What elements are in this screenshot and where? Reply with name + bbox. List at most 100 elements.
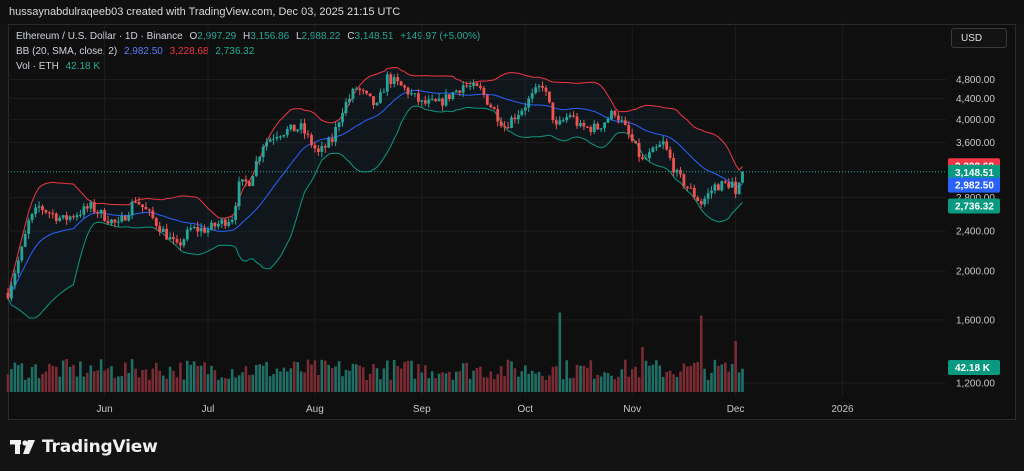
x-tick-label: 2026 (831, 404, 854, 415)
candle-body (527, 98, 531, 108)
volume-bar (179, 362, 182, 392)
volume-bar (699, 315, 703, 392)
volume-bar (596, 374, 599, 392)
candle-body (727, 182, 731, 188)
volume-bar (92, 371, 96, 392)
bb-basis-tag: 2,982.50 (948, 177, 1000, 193)
volume-bar (555, 366, 558, 392)
volume-bar (482, 377, 486, 392)
candle-body (523, 107, 527, 111)
volume-bar (472, 370, 475, 392)
bb-upper-line (7, 66, 743, 299)
volume-bar (589, 360, 593, 392)
candle-body (217, 223, 220, 227)
candle-body (20, 246, 24, 261)
candle-body (423, 100, 427, 104)
symbol-label[interactable]: Ethereum / U.S. Dollar · 1D · Binance (16, 31, 183, 42)
candle-body (651, 147, 655, 153)
volume-bar (741, 368, 744, 392)
volume-bar (455, 371, 458, 392)
candle-body (451, 92, 455, 99)
attribution-text: hussaynabdulraqeeb03 created with Tradin… (9, 6, 401, 18)
candle-body (89, 202, 93, 209)
volume-bar (451, 379, 455, 392)
volume-bar (344, 369, 348, 392)
candle-body (227, 222, 231, 226)
candle-body (385, 74, 389, 92)
volume-bar (686, 366, 689, 392)
candle-body (613, 110, 617, 116)
candle-body (444, 94, 448, 106)
volume-bar (189, 364, 193, 392)
volume-bar (103, 370, 106, 392)
volume-bar (244, 366, 248, 392)
volume-bar (703, 368, 706, 392)
volume-bar (210, 365, 213, 392)
candle-body (275, 136, 279, 139)
candle-body (630, 134, 634, 142)
volume-tag-text: 42.18 K (955, 363, 991, 374)
bb-label[interactable]: BB (20, SMA, close, 2) (16, 46, 118, 57)
candle-body (61, 215, 65, 218)
candle-body (306, 133, 310, 135)
volume-tag: 42.18 K (948, 360, 1000, 375)
candle-body (289, 124, 293, 130)
bb-basis-line (7, 89, 743, 299)
candle-body (610, 110, 613, 119)
candle-body (586, 126, 589, 128)
volume-bar (575, 364, 579, 392)
candle-body (10, 285, 13, 299)
volume-bar (175, 377, 179, 392)
volume-bar (727, 371, 730, 392)
candle-body (730, 181, 734, 188)
candle-body (168, 237, 172, 240)
candle-body (23, 234, 27, 247)
volume-bar (665, 371, 668, 392)
x-tick-label: Aug (306, 404, 324, 415)
chart-frame[interactable] (8, 24, 1016, 420)
candle-body (634, 141, 637, 144)
volume-bar (255, 365, 258, 392)
volume-bar (644, 360, 648, 392)
candle-body (213, 222, 217, 227)
candle-body (75, 215, 79, 218)
vol-label[interactable]: Vol · ETH (16, 61, 59, 72)
volume-bar (437, 373, 441, 392)
candle-body (434, 99, 437, 102)
volume-bar (610, 375, 613, 392)
volume-bar (55, 366, 58, 392)
candle-body (179, 242, 182, 246)
bb-lower-tag-text: 2,736.32 (955, 201, 994, 212)
volume-bar (489, 371, 493, 392)
volume-bar (413, 378, 417, 392)
volume-bar (41, 374, 44, 392)
volume-bar (375, 368, 379, 392)
candle-body (113, 219, 117, 223)
bb-lower-line (7, 105, 743, 319)
candle-body (189, 228, 193, 230)
candle-body (403, 85, 406, 88)
high-value: H3,156.86 (243, 31, 290, 42)
volume-bar (534, 373, 537, 392)
volume-bar (220, 377, 224, 392)
legend-ohlc: Ethereum / U.S. Dollar · 1D · Binance O2… (16, 31, 484, 42)
legend-volume: Vol · ETH 42.18 K (16, 61, 104, 72)
currency-button[interactable]: USD (951, 28, 1007, 48)
volume-bar (527, 374, 530, 392)
volume-bar (51, 365, 55, 392)
bollinger-bands (7, 66, 743, 319)
tradingview-logo-icon (10, 440, 35, 454)
tradingview-logo[interactable]: TradingView (10, 437, 158, 457)
candle-body (237, 181, 241, 207)
candle-body (34, 207, 37, 214)
volume-bar (599, 376, 603, 392)
volume-bar (68, 367, 72, 392)
volume-bar (379, 379, 382, 392)
volume-bar (292, 361, 296, 392)
candle-body (689, 187, 693, 189)
candle-body (58, 217, 62, 221)
volume-bar (117, 376, 120, 392)
candle-body (199, 227, 203, 232)
volume-bar (572, 377, 575, 392)
